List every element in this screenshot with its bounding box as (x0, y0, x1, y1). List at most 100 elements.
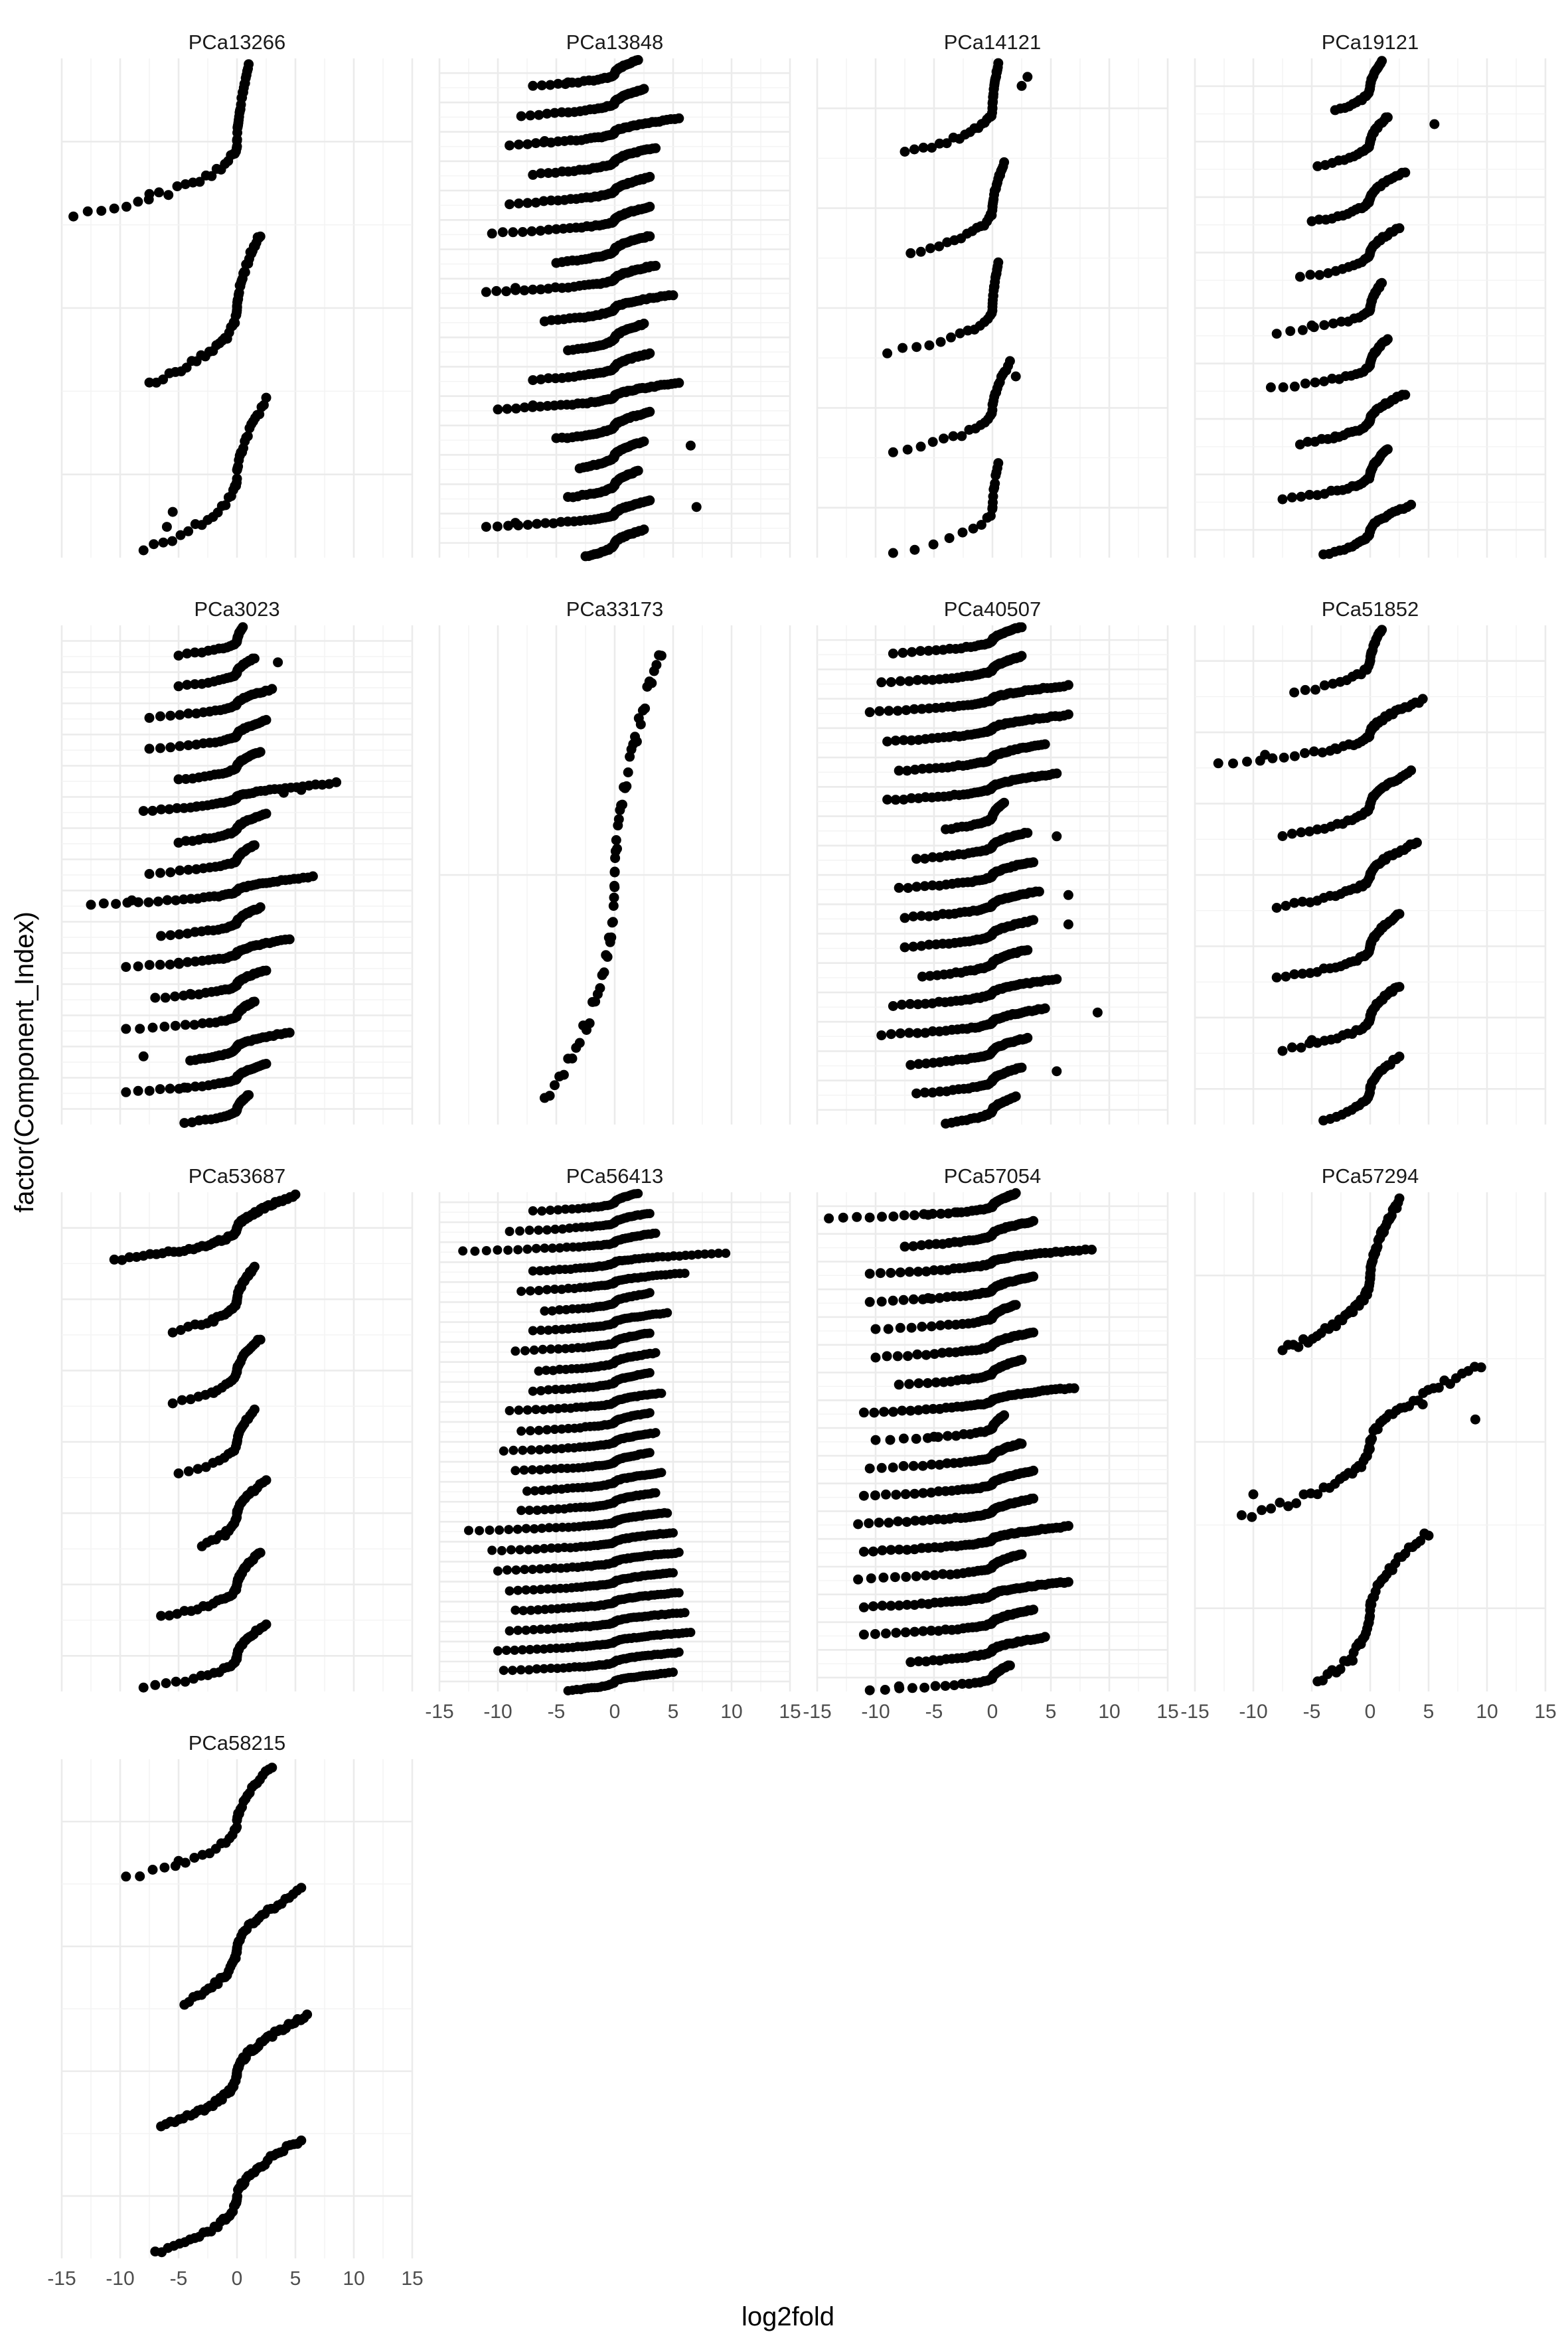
data-point (255, 231, 266, 242)
data-point (121, 201, 131, 212)
data-point (645, 1288, 655, 1298)
facet-panel: PCa3023 (60, 597, 414, 1129)
data-point-outlier (144, 189, 155, 199)
data-point (1022, 1032, 1033, 1043)
data-point (1016, 622, 1027, 633)
facet-strip-label: PCa13848 (566, 31, 664, 54)
data-point (919, 854, 930, 864)
data-point (946, 332, 956, 343)
data-point (895, 676, 905, 686)
data-point (639, 319, 649, 329)
data-point (261, 1059, 272, 1069)
data-point (537, 1206, 547, 1216)
data-point (530, 197, 541, 208)
data-point (481, 1246, 491, 1255)
data-point (154, 187, 164, 198)
data-point (1336, 317, 1346, 327)
data-point (514, 139, 524, 150)
facet-strip-label: PCa14121 (944, 31, 1042, 54)
data-point (172, 803, 182, 813)
data-point (173, 681, 184, 692)
data-point-outlier (1052, 1066, 1062, 1077)
data-point (911, 854, 922, 864)
data-point (1063, 680, 1073, 690)
data-point (534, 1425, 544, 1435)
data-point (147, 805, 158, 816)
data-point (165, 959, 175, 970)
data-point (255, 1334, 266, 1345)
data-point (525, 1426, 535, 1436)
data-point (244, 59, 254, 70)
data-point (505, 1227, 514, 1236)
data-point-outlier (685, 440, 696, 451)
data-point (1400, 390, 1411, 400)
data-point (1304, 489, 1315, 500)
data-point (503, 1565, 512, 1575)
data-point (915, 246, 926, 257)
data-point (528, 284, 538, 295)
data-point (155, 743, 165, 753)
data-point (519, 1465, 529, 1475)
data-point (526, 226, 537, 236)
data-point (680, 1608, 690, 1618)
x-tick-label: 10 (720, 1701, 742, 1723)
data-point (121, 962, 131, 973)
data-point (955, 328, 965, 339)
data-point (1327, 373, 1338, 384)
data-point (639, 524, 649, 535)
data-point (1052, 768, 1062, 779)
data-point (1016, 651, 1027, 661)
data-point (1277, 831, 1288, 841)
data-point (173, 651, 184, 661)
data-point (876, 1030, 887, 1041)
data-point (536, 168, 546, 179)
data-point (499, 1446, 509, 1456)
data-point (180, 1020, 191, 1030)
data-point (98, 898, 109, 909)
data-point (897, 999, 907, 1010)
data-point (542, 108, 552, 119)
data-point (170, 991, 180, 1002)
data-point (195, 177, 205, 187)
data-point-outlier (1330, 431, 1340, 441)
data-point (475, 1526, 485, 1535)
data-point (331, 777, 342, 787)
data-point (507, 1545, 516, 1555)
data-point (602, 951, 613, 962)
data-point (645, 1448, 655, 1458)
data-point (160, 992, 171, 1003)
data-point (1314, 270, 1325, 280)
data-point (512, 1524, 522, 1534)
data-point (505, 1626, 514, 1636)
data-point (900, 913, 910, 923)
facet-panel: PCa13266 (60, 31, 414, 558)
data-point (516, 1287, 526, 1296)
data-point (144, 1085, 155, 1096)
data-point (238, 622, 248, 633)
data-point (138, 1682, 149, 1693)
data-point (155, 711, 165, 722)
data-point (934, 241, 945, 252)
data-point (1296, 491, 1306, 502)
data-point (536, 374, 546, 384)
data-point (911, 342, 922, 353)
data-point (261, 1619, 272, 1630)
data-point (249, 1404, 260, 1415)
data-point (1382, 112, 1393, 123)
data-point (915, 441, 926, 452)
data-point (530, 138, 541, 149)
data-point (164, 804, 175, 815)
data-point (528, 1206, 538, 1215)
data-point (1285, 326, 1296, 337)
data-point (888, 447, 898, 457)
data-point (617, 799, 627, 810)
data-point (1319, 376, 1329, 386)
data-point (175, 865, 185, 876)
data-point-outlier (138, 1051, 149, 1061)
data-point (138, 806, 149, 817)
data-point (1377, 277, 1387, 288)
data-point-outlier (185, 988, 196, 999)
data-point (668, 1568, 678, 1578)
data-point (651, 143, 661, 153)
data-point (481, 522, 491, 532)
